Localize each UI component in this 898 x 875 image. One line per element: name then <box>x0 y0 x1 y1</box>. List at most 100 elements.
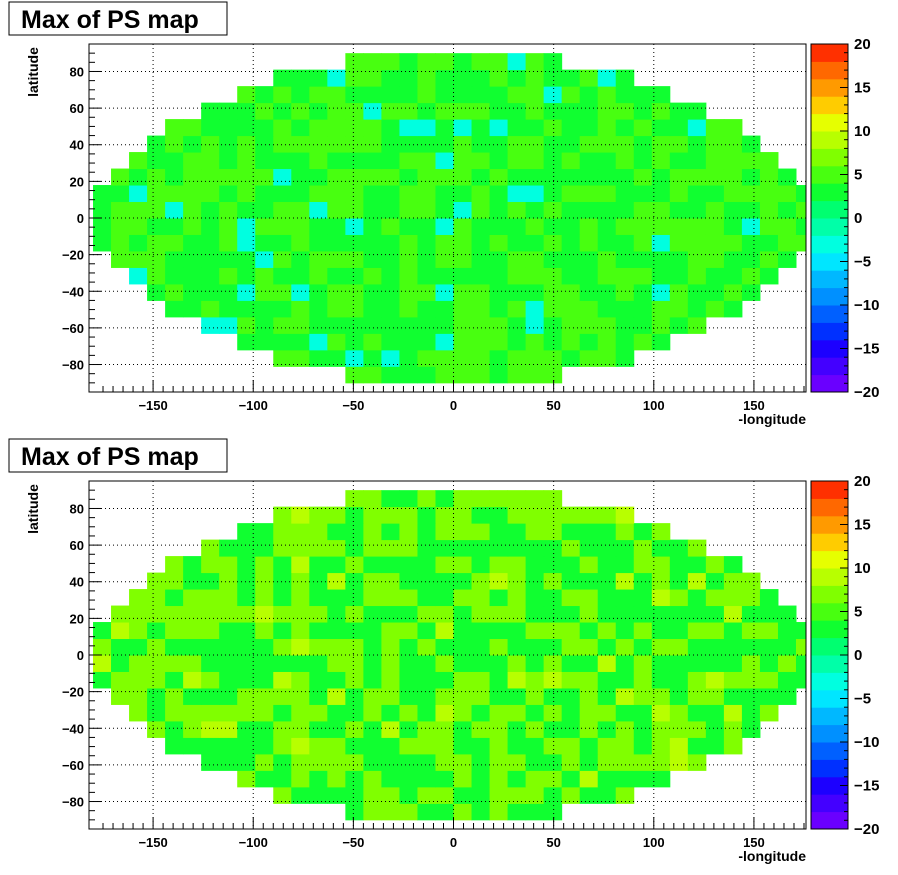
heatmap-cell <box>687 135 707 153</box>
heatmap-cell <box>723 267 743 285</box>
heatmap-cell <box>651 234 671 252</box>
palette-swatch <box>811 113 848 132</box>
heatmap-cell <box>399 506 418 524</box>
heatmap-cell <box>309 168 328 186</box>
heatmap-cell <box>129 704 148 722</box>
heatmap-cell <box>363 490 382 508</box>
heatmap-cell <box>507 770 527 788</box>
heatmap-cell <box>273 671 292 689</box>
heatmap-cell <box>399 687 418 705</box>
heatmap-cell <box>615 119 635 137</box>
heatmap-cell <box>435 605 455 623</box>
heatmap-cell <box>633 720 653 738</box>
heatmap-cell <box>183 218 202 235</box>
heatmap-cell <box>579 102 599 120</box>
x-tick-label: −50 <box>342 835 364 850</box>
heatmap-cell <box>723 218 743 235</box>
heatmap-cell <box>309 687 328 705</box>
heatmap-cell <box>309 622 328 640</box>
x-tick-label: −100 <box>239 398 268 413</box>
heatmap-cell <box>183 572 202 590</box>
heatmap-cell <box>147 605 166 623</box>
heatmap-cell <box>489 687 509 705</box>
heatmap-cell <box>795 655 807 672</box>
heatmap-cell <box>525 539 545 557</box>
palette-tick-label: −5 <box>854 254 871 271</box>
heatmap-cell <box>309 316 328 334</box>
heatmap-cell <box>165 572 184 590</box>
heatmap-cell <box>579 687 599 705</box>
heatmap-cell <box>669 218 689 235</box>
heatmap-cell <box>273 234 292 252</box>
heatmap-cell <box>615 753 635 771</box>
heatmap-cell <box>399 770 418 788</box>
heatmap-cell <box>759 655 779 672</box>
heatmap-cell <box>291 185 310 203</box>
heatmap-cell <box>273 638 292 656</box>
y-tick-label: 60 <box>70 101 84 116</box>
heatmap-cell <box>147 218 166 235</box>
heatmap-cell <box>615 69 635 87</box>
heatmap-cell <box>399 366 418 384</box>
heatmap-cell <box>345 720 364 738</box>
heatmap-cell <box>579 119 599 137</box>
heatmap-cell <box>219 119 238 137</box>
heatmap-cell <box>237 572 256 590</box>
heatmap-cell <box>777 250 797 268</box>
heatmap-cell <box>615 201 635 219</box>
heatmap-cell <box>237 622 256 640</box>
heatmap-cell <box>633 316 653 334</box>
heatmap-cell <box>399 572 418 590</box>
heatmap-cell <box>417 539 436 557</box>
heatmap-cell <box>759 589 779 607</box>
heatmap-cell <box>741 605 761 623</box>
heatmap-cell <box>471 638 491 656</box>
heatmap-cell <box>579 786 599 804</box>
heatmap-cell <box>183 687 202 705</box>
heatmap-cell <box>237 539 256 557</box>
palette-swatch <box>811 218 848 236</box>
heatmap-cell <box>201 638 220 656</box>
heatmap-cell <box>363 687 382 705</box>
heatmap-cell <box>237 671 256 689</box>
heatmap-cell <box>327 283 346 301</box>
heatmap-cell <box>651 135 671 153</box>
heatmap-cell <box>507 102 527 120</box>
heatmap-cell <box>345 119 364 137</box>
heatmap-cell <box>129 671 148 689</box>
heatmap-cell <box>219 704 238 722</box>
heatmap-cell <box>273 655 292 672</box>
heatmap-cell <box>309 506 328 524</box>
heatmap-cell <box>723 135 743 153</box>
heatmap-cell <box>201 589 220 607</box>
heatmap-cell <box>579 201 599 219</box>
heatmap-cell <box>597 102 617 120</box>
heatmap-cell <box>543 349 563 367</box>
heatmap-cell <box>327 605 346 623</box>
heatmap-cell <box>291 589 310 607</box>
heatmap-cell <box>561 704 581 722</box>
heatmap-cell <box>255 119 274 137</box>
heatmap-cell <box>399 622 418 640</box>
heatmap-cell <box>147 655 166 672</box>
panel-top: Max of PS map−150 −100 −50 0 50 100 150-longit… <box>8 1 879 427</box>
heatmap-cell <box>777 605 797 623</box>
heatmap-cell <box>219 201 238 219</box>
heatmap-cell <box>381 333 400 351</box>
heatmap-cell <box>615 770 635 788</box>
heatmap-cell <box>525 687 545 705</box>
heatmap-cell <box>651 572 671 590</box>
heatmap-cell <box>435 753 455 771</box>
heatmap-cell <box>543 671 563 689</box>
heatmap-cell <box>507 218 527 235</box>
heatmap-cell <box>345 589 364 607</box>
heatmap-cell <box>561 687 581 705</box>
heatmap-cell <box>435 201 455 219</box>
heatmap-cell <box>525 704 545 722</box>
heatmap-cell <box>327 333 346 351</box>
heatmap-cell <box>705 267 725 285</box>
heatmap-cell <box>399 704 418 722</box>
heatmap-cell <box>309 638 328 656</box>
palette-swatch <box>811 533 848 552</box>
heatmap-cell <box>201 102 220 120</box>
